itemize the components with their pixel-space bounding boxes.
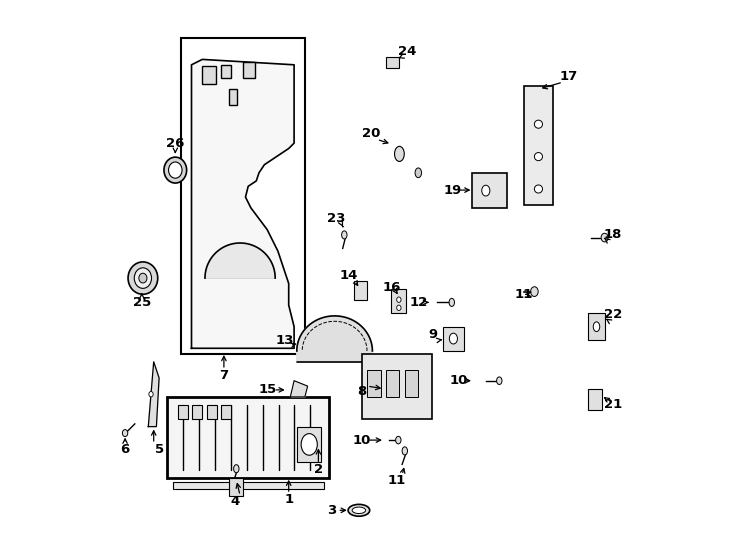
Text: 23: 23 <box>327 212 346 225</box>
Bar <box>297 427 321 462</box>
Bar <box>203 66 216 84</box>
Bar <box>472 173 507 208</box>
Bar <box>386 57 399 68</box>
Ellipse shape <box>128 262 158 294</box>
Bar <box>229 89 237 105</box>
Ellipse shape <box>601 233 608 242</box>
Bar <box>229 478 244 496</box>
Ellipse shape <box>534 185 542 193</box>
Bar <box>172 482 324 489</box>
Text: 18: 18 <box>603 228 622 241</box>
Ellipse shape <box>415 168 421 178</box>
Ellipse shape <box>149 392 153 397</box>
Text: 8: 8 <box>357 385 366 398</box>
Bar <box>443 327 464 351</box>
Polygon shape <box>291 381 308 397</box>
Ellipse shape <box>233 464 239 473</box>
Text: 11: 11 <box>388 474 406 487</box>
Text: 10: 10 <box>450 374 468 387</box>
Text: 19: 19 <box>443 184 462 197</box>
Text: 24: 24 <box>399 45 417 58</box>
Ellipse shape <box>396 297 401 302</box>
Text: 3: 3 <box>327 504 336 517</box>
Text: 11: 11 <box>515 288 533 301</box>
Ellipse shape <box>341 231 347 239</box>
Text: 4: 4 <box>230 495 239 508</box>
Bar <box>207 405 217 418</box>
Polygon shape <box>205 243 275 278</box>
Text: 16: 16 <box>382 281 401 294</box>
Bar <box>404 370 418 397</box>
Ellipse shape <box>449 333 457 344</box>
Ellipse shape <box>134 268 151 288</box>
Bar <box>354 281 367 300</box>
Text: 25: 25 <box>133 296 151 309</box>
Ellipse shape <box>593 322 600 332</box>
Text: 9: 9 <box>429 328 437 341</box>
Bar <box>181 38 305 354</box>
Text: 1: 1 <box>284 493 294 506</box>
Bar <box>221 405 231 418</box>
Ellipse shape <box>164 157 186 183</box>
Ellipse shape <box>497 377 502 384</box>
Bar <box>386 370 399 397</box>
Ellipse shape <box>301 434 317 455</box>
Ellipse shape <box>531 287 538 296</box>
Ellipse shape <box>534 120 542 128</box>
Bar <box>178 405 188 418</box>
Text: 17: 17 <box>559 70 578 83</box>
Ellipse shape <box>139 273 147 283</box>
Text: 20: 20 <box>362 127 380 140</box>
Text: 15: 15 <box>259 383 277 396</box>
Text: 14: 14 <box>340 269 358 282</box>
Bar <box>221 65 231 78</box>
Text: 26: 26 <box>166 137 184 150</box>
Text: 6: 6 <box>120 443 130 456</box>
Bar <box>167 397 330 478</box>
Text: 10: 10 <box>352 434 371 447</box>
Ellipse shape <box>352 507 366 514</box>
Text: 21: 21 <box>603 399 622 411</box>
Ellipse shape <box>396 305 401 310</box>
Polygon shape <box>192 59 294 348</box>
Bar <box>589 313 605 340</box>
Bar <box>362 354 432 418</box>
Text: 12: 12 <box>410 296 428 309</box>
Bar <box>367 370 380 397</box>
Ellipse shape <box>534 152 542 161</box>
Bar <box>523 86 553 205</box>
Text: 2: 2 <box>314 463 323 476</box>
Ellipse shape <box>348 504 370 516</box>
Ellipse shape <box>396 436 401 444</box>
Text: 5: 5 <box>155 443 164 456</box>
Text: 13: 13 <box>275 334 294 347</box>
Bar <box>589 389 602 410</box>
Bar <box>243 62 255 78</box>
Bar <box>192 405 202 418</box>
Ellipse shape <box>402 447 407 455</box>
Text: 22: 22 <box>603 308 622 321</box>
Ellipse shape <box>449 298 454 307</box>
Ellipse shape <box>123 430 128 436</box>
Polygon shape <box>148 362 159 427</box>
Ellipse shape <box>169 162 182 178</box>
Ellipse shape <box>395 146 404 161</box>
Ellipse shape <box>482 185 490 196</box>
Polygon shape <box>297 316 372 362</box>
Text: 7: 7 <box>219 369 228 382</box>
Bar <box>391 289 407 313</box>
